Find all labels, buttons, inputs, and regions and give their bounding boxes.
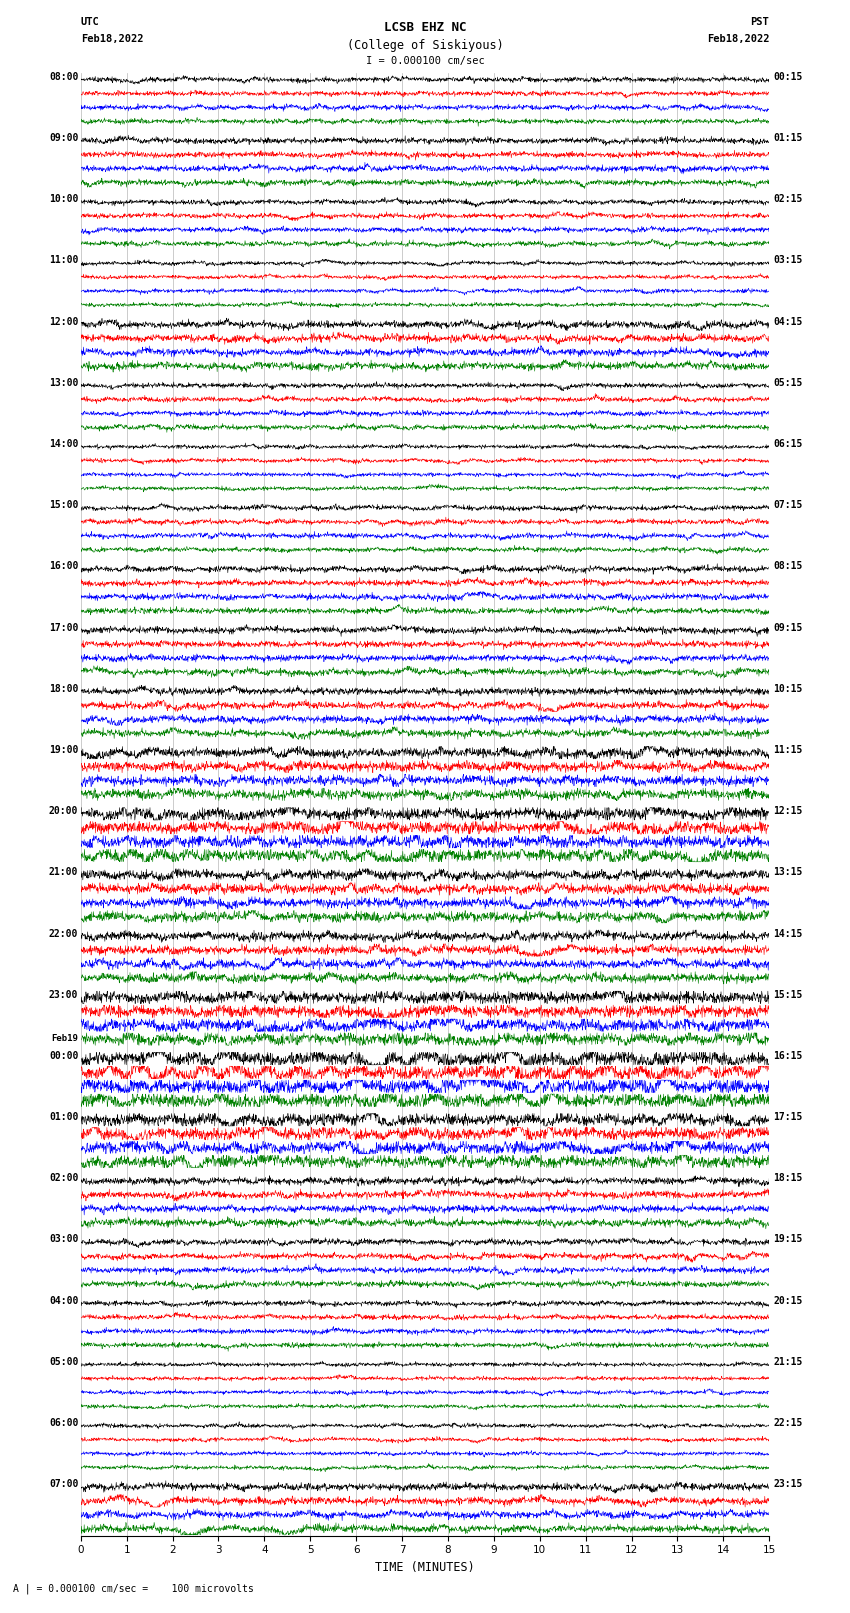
Text: 13:00: 13:00: [49, 377, 78, 387]
Text: 21:00: 21:00: [49, 868, 78, 877]
Text: 04:00: 04:00: [49, 1295, 78, 1305]
Text: 05:15: 05:15: [774, 377, 802, 387]
Text: A | = 0.000100 cm/sec =    100 microvolts: A | = 0.000100 cm/sec = 100 microvolts: [13, 1582, 253, 1594]
Text: 11:15: 11:15: [774, 745, 802, 755]
Text: 19:00: 19:00: [49, 745, 78, 755]
Text: 09:00: 09:00: [49, 134, 78, 144]
Text: 00:15: 00:15: [774, 73, 802, 82]
Text: 10:15: 10:15: [774, 684, 802, 694]
Text: 14:00: 14:00: [49, 439, 78, 448]
Text: 18:15: 18:15: [774, 1173, 802, 1184]
Text: 14:15: 14:15: [774, 929, 802, 939]
Text: 23:00: 23:00: [49, 990, 78, 1000]
Text: Feb19: Feb19: [52, 1034, 78, 1044]
Text: 03:15: 03:15: [774, 255, 802, 266]
Text: 06:00: 06:00: [49, 1418, 78, 1428]
Text: 01:15: 01:15: [774, 134, 802, 144]
Text: (College of Siskiyous): (College of Siskiyous): [347, 39, 503, 52]
Text: 16:00: 16:00: [49, 561, 78, 571]
Text: 22:15: 22:15: [774, 1418, 802, 1428]
Text: 23:15: 23:15: [774, 1479, 802, 1489]
Text: 22:00: 22:00: [49, 929, 78, 939]
Text: 08:15: 08:15: [774, 561, 802, 571]
Text: 18:00: 18:00: [49, 684, 78, 694]
Text: 02:15: 02:15: [774, 194, 802, 205]
Text: 05:00: 05:00: [49, 1357, 78, 1366]
Text: 17:15: 17:15: [774, 1111, 802, 1123]
X-axis label: TIME (MINUTES): TIME (MINUTES): [375, 1561, 475, 1574]
Text: 10:00: 10:00: [49, 194, 78, 205]
Text: 16:15: 16:15: [774, 1052, 802, 1061]
Text: 11:00: 11:00: [49, 255, 78, 266]
Text: PST: PST: [751, 18, 769, 27]
Text: 04:15: 04:15: [774, 316, 802, 327]
Text: 07:00: 07:00: [49, 1479, 78, 1489]
Text: LCSB EHZ NC: LCSB EHZ NC: [383, 21, 467, 34]
Text: 19:15: 19:15: [774, 1234, 802, 1245]
Text: 15:00: 15:00: [49, 500, 78, 510]
Text: 13:15: 13:15: [774, 868, 802, 877]
Text: 20:15: 20:15: [774, 1295, 802, 1305]
Text: 08:00: 08:00: [49, 73, 78, 82]
Text: 06:15: 06:15: [774, 439, 802, 448]
Text: Feb18,2022: Feb18,2022: [706, 34, 769, 44]
Text: 15:15: 15:15: [774, 990, 802, 1000]
Text: 07:15: 07:15: [774, 500, 802, 510]
Text: Feb18,2022: Feb18,2022: [81, 34, 144, 44]
Text: I = 0.000100 cm/sec: I = 0.000100 cm/sec: [366, 56, 484, 66]
Text: 21:15: 21:15: [774, 1357, 802, 1366]
Text: UTC: UTC: [81, 18, 99, 27]
Text: 03:00: 03:00: [49, 1234, 78, 1245]
Text: 01:00: 01:00: [49, 1111, 78, 1123]
Text: 12:15: 12:15: [774, 806, 802, 816]
Text: 17:00: 17:00: [49, 623, 78, 632]
Text: 09:15: 09:15: [774, 623, 802, 632]
Text: 02:00: 02:00: [49, 1173, 78, 1184]
Text: 12:00: 12:00: [49, 316, 78, 327]
Text: 20:00: 20:00: [49, 806, 78, 816]
Text: 00:00: 00:00: [49, 1052, 78, 1061]
